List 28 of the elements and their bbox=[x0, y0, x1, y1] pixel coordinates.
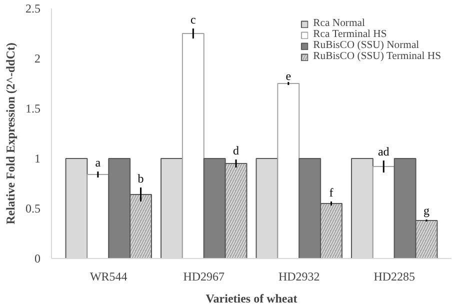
bar bbox=[182, 33, 204, 258]
y-tick-label: 1 bbox=[34, 152, 40, 166]
y-tick-label: 2.5 bbox=[26, 2, 40, 16]
x-tick-label: WR544 bbox=[90, 270, 128, 284]
y-tick-label: 1.5 bbox=[26, 102, 40, 116]
y-tick-label: 0 bbox=[34, 252, 40, 266]
annotation: a bbox=[95, 156, 102, 170]
annotation: f bbox=[329, 186, 334, 200]
annotation: b bbox=[138, 172, 144, 186]
bar bbox=[277, 83, 300, 258]
legend-label: Rca Terminal HS bbox=[313, 29, 387, 40]
x-tick-label: HD2967 bbox=[183, 270, 225, 284]
annotation: e bbox=[286, 69, 292, 83]
legend-label: Rca Normal bbox=[313, 18, 365, 29]
y-tick-label: 0.5 bbox=[26, 202, 40, 216]
bar bbox=[372, 166, 395, 258]
x-axis-title: Varieties of wheat bbox=[206, 292, 298, 306]
annotation: c bbox=[190, 12, 196, 26]
annotation: ad bbox=[378, 144, 390, 158]
annotation: g bbox=[424, 204, 430, 218]
x-tick-label: HD2932 bbox=[278, 270, 320, 284]
legend-label: RuBisCO (SSU) Terminal HS bbox=[313, 51, 441, 62]
y-axis-title: Relative Fold Expression (2^-ddCt) bbox=[4, 42, 18, 224]
y-tick-label: 2 bbox=[34, 52, 40, 66]
x-tick-label: HD2285 bbox=[374, 270, 416, 284]
legend-label: RuBisCO (SSU) Normal bbox=[313, 40, 420, 51]
annotation: d bbox=[233, 144, 240, 158]
bar bbox=[86, 174, 110, 258]
